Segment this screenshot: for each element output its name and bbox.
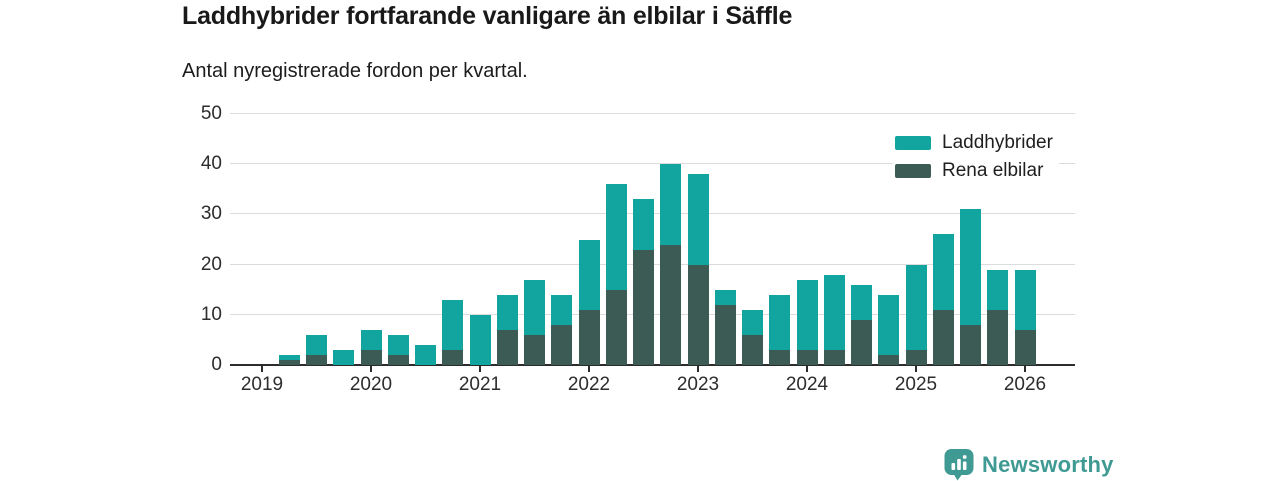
bar-segment-laddhybrider [306, 334, 327, 355]
chart-subtitle: Antal nyregistrerade fordon per kvartal. [182, 60, 528, 82]
plot-area: 0 10 20 30 40 50 2019 2020 2021 2022 2023 2024 2025 2… [201, 104, 1075, 395]
x-axis-tick [588, 366, 590, 372]
bar-segment-rena-elbilar [851, 319, 872, 365]
bar-segment-rena-elbilar [687, 264, 709, 365]
y-tick-label: 40 [200, 153, 222, 175]
x-tick-label: 2026 [1003, 374, 1047, 395]
y-tick-label: 50 [200, 103, 222, 124]
bar-segment-rena-elbilar [769, 349, 791, 365]
x-axis-tick [370, 366, 372, 372]
bar-segment-laddhybrider [496, 294, 518, 330]
bar-segment-laddhybrider [932, 234, 954, 310]
bar-segment-laddhybrider [551, 294, 573, 325]
bar-segment-laddhybrider [742, 309, 763, 335]
x-tick-label: 2025 [894, 374, 938, 395]
y-tick-label: 20 [200, 253, 222, 275]
bar-segment-laddhybrider [987, 269, 1009, 310]
legend-label: Laddhybrider [942, 132, 1053, 153]
brand-wordmark: Newsworthy [982, 451, 1114, 477]
x-axis-tick [261, 366, 263, 372]
bar-segment-laddhybrider [714, 289, 736, 305]
bar-segment-rena-elbilar [360, 349, 382, 365]
x-axis-tick [697, 366, 699, 372]
newsworthy-logo-icon [944, 448, 974, 481]
bar-segment-rena-elbilar [823, 349, 845, 365]
bar-segment-laddhybrider [524, 279, 545, 335]
x-tick-label: 2023 [676, 374, 720, 395]
bar-segment-laddhybrider [442, 299, 464, 350]
bar-segment-laddhybrider [360, 329, 382, 350]
legend-item: Rena elbilar [895, 160, 1053, 182]
bar-segment-laddhybrider [851, 284, 872, 320]
bar-segment-rena-elbilar [524, 334, 545, 365]
bar-segment-rena-elbilar [932, 309, 954, 365]
bar-segment-rena-elbilar [633, 249, 654, 365]
bar-segment-laddhybrider [415, 344, 436, 365]
bar-segment-laddhybrider [1014, 269, 1036, 330]
bar-segment-laddhybrider [878, 294, 900, 355]
x-tick-label: 2020 [349, 374, 393, 395]
bar-segment-laddhybrider [960, 209, 981, 325]
y-tick-label: 10 [200, 303, 222, 325]
x-axis-tick [806, 366, 808, 372]
legend-swatch [895, 136, 931, 150]
bar-segment-laddhybrider [633, 199, 654, 250]
bar-segment-laddhybrider [769, 294, 791, 350]
bar-segment-laddhybrider [333, 349, 355, 365]
bar-segment-rena-elbilar [1014, 329, 1036, 365]
bar-segment-laddhybrider [796, 279, 818, 350]
bar-segment-laddhybrider [605, 184, 627, 290]
x-tick-label: 2019 [240, 374, 284, 395]
bar-segment-rena-elbilar [796, 349, 818, 365]
bar-segment-laddhybrider [278, 354, 300, 360]
bar-segment-rena-elbilar [960, 324, 981, 365]
legend-label: Rena elbilar [942, 160, 1044, 181]
bar-segment-rena-elbilar [905, 349, 927, 365]
gridline-50 [230, 113, 1075, 115]
x-tick-label: 2024 [785, 374, 829, 395]
bar-segment-rena-elbilar [714, 304, 736, 365]
bar-segment-rena-elbilar [987, 309, 1009, 365]
y-tick-label: 30 [200, 203, 222, 225]
legend-item: Laddhybrider [895, 132, 1053, 154]
legend: Laddhybrider Rena elbilar [893, 127, 1059, 192]
y-tick-label: 0 [211, 354, 222, 375]
bar-segment-rena-elbilar [387, 354, 409, 365]
x-axis-tick [915, 366, 917, 372]
chart-title: Laddhybrider fortfarande vanligare än el… [182, 2, 793, 30]
bar-segment-laddhybrider [823, 274, 845, 350]
legend-swatch [895, 164, 931, 178]
bar-segment-rena-elbilar [496, 329, 518, 365]
x-tick-label: 2021 [458, 374, 502, 395]
x-axis-line [230, 364, 1075, 366]
bar-segment-laddhybrider [660, 164, 682, 245]
gridline-40 [230, 163, 1075, 165]
bar-segment-laddhybrider [387, 334, 409, 355]
bar-segment-rena-elbilar [878, 354, 900, 365]
bar-segment-rena-elbilar [551, 324, 573, 365]
bar-segment-rena-elbilar [306, 354, 327, 365]
x-axis-tick [1024, 366, 1026, 372]
bar-segment-rena-elbilar [742, 334, 763, 365]
bar-segment-rena-elbilar [442, 349, 464, 365]
bar-segment-rena-elbilar [578, 309, 600, 365]
bar-segment-laddhybrider [469, 314, 491, 365]
brand-footer: Newsworthy [944, 448, 1114, 481]
bar-segment-rena-elbilar [605, 289, 627, 365]
bar-segment-laddhybrider [687, 174, 709, 265]
x-axis-tick [479, 366, 481, 372]
bar-segment-rena-elbilar [660, 244, 682, 365]
bar-segment-laddhybrider [578, 239, 600, 310]
x-tick-label: 2022 [567, 374, 611, 395]
bar-segment-laddhybrider [905, 264, 927, 350]
bar-segment-rena-elbilar [278, 359, 300, 365]
